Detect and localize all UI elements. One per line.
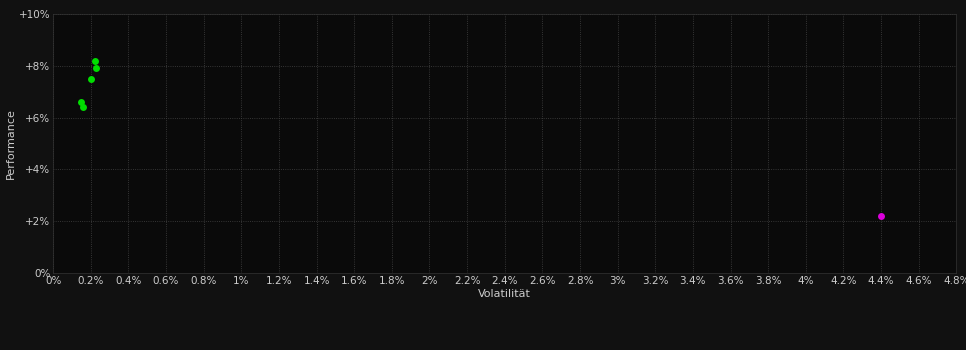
Point (75, 104, 91, 110)
Y-axis label: Performance: Performance (6, 108, 16, 179)
Point (83, 76, 99, 82)
Point (89, 65, 104, 71)
X-axis label: Volatilität: Volatilität (478, 288, 531, 299)
Point (73, 99, 89, 105)
Point (87, 58, 102, 63)
Point (873, 213, 889, 219)
